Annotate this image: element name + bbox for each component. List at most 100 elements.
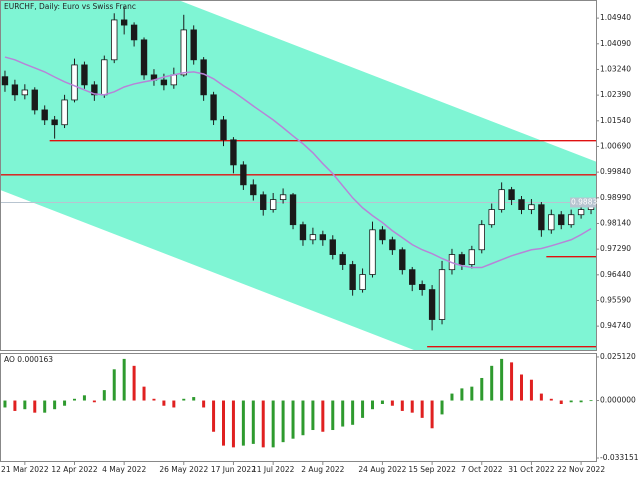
candle-body bbox=[299, 224, 307, 241]
indicator-title: AO 0.000163 bbox=[4, 355, 53, 364]
y-tick-label: 0.95590 bbox=[600, 295, 631, 304]
ao-bar bbox=[420, 400, 424, 418]
ao-bar bbox=[371, 400, 374, 410]
ao-bar bbox=[579, 400, 583, 403]
candle-body bbox=[220, 119, 227, 141]
ao-bar bbox=[33, 400, 37, 413]
ao-bar bbox=[162, 400, 166, 406]
candle-body bbox=[389, 239, 396, 251]
candle-body bbox=[518, 199, 525, 210]
ao-bar bbox=[500, 358, 504, 401]
candle-body bbox=[577, 209, 585, 216]
candle-body bbox=[240, 164, 247, 186]
ao-bar bbox=[380, 400, 384, 404]
y-tick-label: 1.01540 bbox=[600, 116, 631, 125]
y-tick-label: 0.96440 bbox=[600, 270, 631, 279]
ao-bar bbox=[390, 400, 394, 406]
candle-body bbox=[269, 199, 277, 210]
y-tick-label: 0.99840 bbox=[600, 167, 631, 176]
candle-body bbox=[230, 139, 237, 166]
candle-body bbox=[111, 19, 118, 61]
ao-bar bbox=[271, 400, 275, 448]
candle-body bbox=[418, 284, 426, 291]
y-tick-label: 1.00690 bbox=[600, 141, 631, 150]
ao-bar bbox=[291, 400, 295, 439]
ao-bar bbox=[222, 400, 225, 446]
ao-bar bbox=[510, 362, 514, 401]
candle-body bbox=[21, 89, 29, 96]
candle-body bbox=[120, 19, 128, 26]
candle-body bbox=[498, 189, 505, 210]
candle-body bbox=[369, 229, 376, 275]
ao-bar bbox=[3, 400, 7, 408]
candle-body bbox=[81, 64, 88, 86]
x-tick-label: 31 Oct 2022 bbox=[508, 465, 555, 474]
ao-bar bbox=[321, 400, 325, 432]
candle-body bbox=[458, 254, 466, 265]
candle-body bbox=[160, 79, 168, 86]
indicator-pane bbox=[0, 353, 597, 462]
bid-label: 0.98834 bbox=[571, 198, 602, 207]
ao-bar bbox=[440, 400, 444, 415]
candle-body bbox=[538, 204, 545, 231]
candle-body bbox=[130, 24, 138, 41]
ao-bar bbox=[112, 369, 116, 401]
candle-body bbox=[250, 184, 257, 196]
ao-bar bbox=[549, 398, 553, 401]
candle-body bbox=[379, 229, 386, 241]
candle-body bbox=[71, 64, 78, 101]
ao-bar bbox=[470, 386, 474, 401]
ao-bar bbox=[122, 358, 126, 401]
ao-bar bbox=[331, 400, 335, 431]
ao-bar bbox=[559, 400, 563, 404]
y-tick-label: 1.04090 bbox=[600, 39, 631, 48]
candle-body bbox=[309, 234, 317, 241]
candle-body bbox=[11, 84, 19, 96]
ao-bar bbox=[520, 374, 523, 401]
candle-body bbox=[558, 214, 565, 226]
candle-body bbox=[190, 29, 197, 61]
ao-bar bbox=[589, 400, 593, 402]
ao-bar bbox=[202, 400, 206, 408]
ao-bar bbox=[53, 400, 57, 410]
candle-body bbox=[140, 39, 148, 76]
y-tick-label: 0.025120 bbox=[600, 352, 636, 361]
candle-body bbox=[409, 269, 416, 285]
ao-bar bbox=[63, 400, 67, 406]
ao-bar bbox=[301, 400, 305, 436]
candle-body bbox=[180, 29, 187, 76]
candle-body bbox=[438, 269, 446, 320]
ao-bar bbox=[172, 400, 176, 408]
y-tick-label: 1.04940 bbox=[600, 13, 631, 22]
x-tick-label: 7 Oct 2022 bbox=[461, 465, 503, 474]
ao-bar bbox=[569, 400, 573, 403]
ao-bar bbox=[410, 400, 414, 413]
candle-body bbox=[478, 224, 485, 251]
ao-bar bbox=[241, 400, 245, 446]
candle-body bbox=[279, 194, 287, 201]
candle-body bbox=[31, 89, 38, 111]
ao-bar bbox=[152, 398, 156, 401]
candle-body bbox=[339, 254, 346, 265]
y-tick-label: 0.98990 bbox=[600, 193, 631, 202]
ao-bar bbox=[460, 388, 464, 401]
x-tick-label: 24 Aug 2022 bbox=[358, 465, 406, 474]
ao-bar bbox=[351, 400, 355, 425]
ao-bar bbox=[400, 400, 404, 411]
y-tick-label: 1.03240 bbox=[600, 64, 631, 73]
ao-bar bbox=[361, 400, 365, 418]
y-tick-label: -0.033151 bbox=[600, 453, 639, 462]
chart-title: EURCHF, Daily: Euro vs Swiss Franc bbox=[4, 2, 136, 11]
x-tick-label: 21 Mar 2022 bbox=[1, 465, 49, 474]
ao-bar bbox=[142, 386, 146, 401]
candle-body bbox=[528, 204, 535, 210]
candle-body bbox=[399, 249, 406, 271]
x-tick-label: 4 May 2022 bbox=[102, 465, 146, 474]
candle-body bbox=[1, 76, 9, 86]
candle-body bbox=[359, 274, 366, 291]
candle-body bbox=[260, 194, 267, 210]
y-tick-label: 1.02390 bbox=[600, 90, 631, 99]
candle-body bbox=[41, 109, 48, 121]
ao-bar bbox=[430, 400, 434, 429]
candle-body bbox=[200, 59, 207, 96]
